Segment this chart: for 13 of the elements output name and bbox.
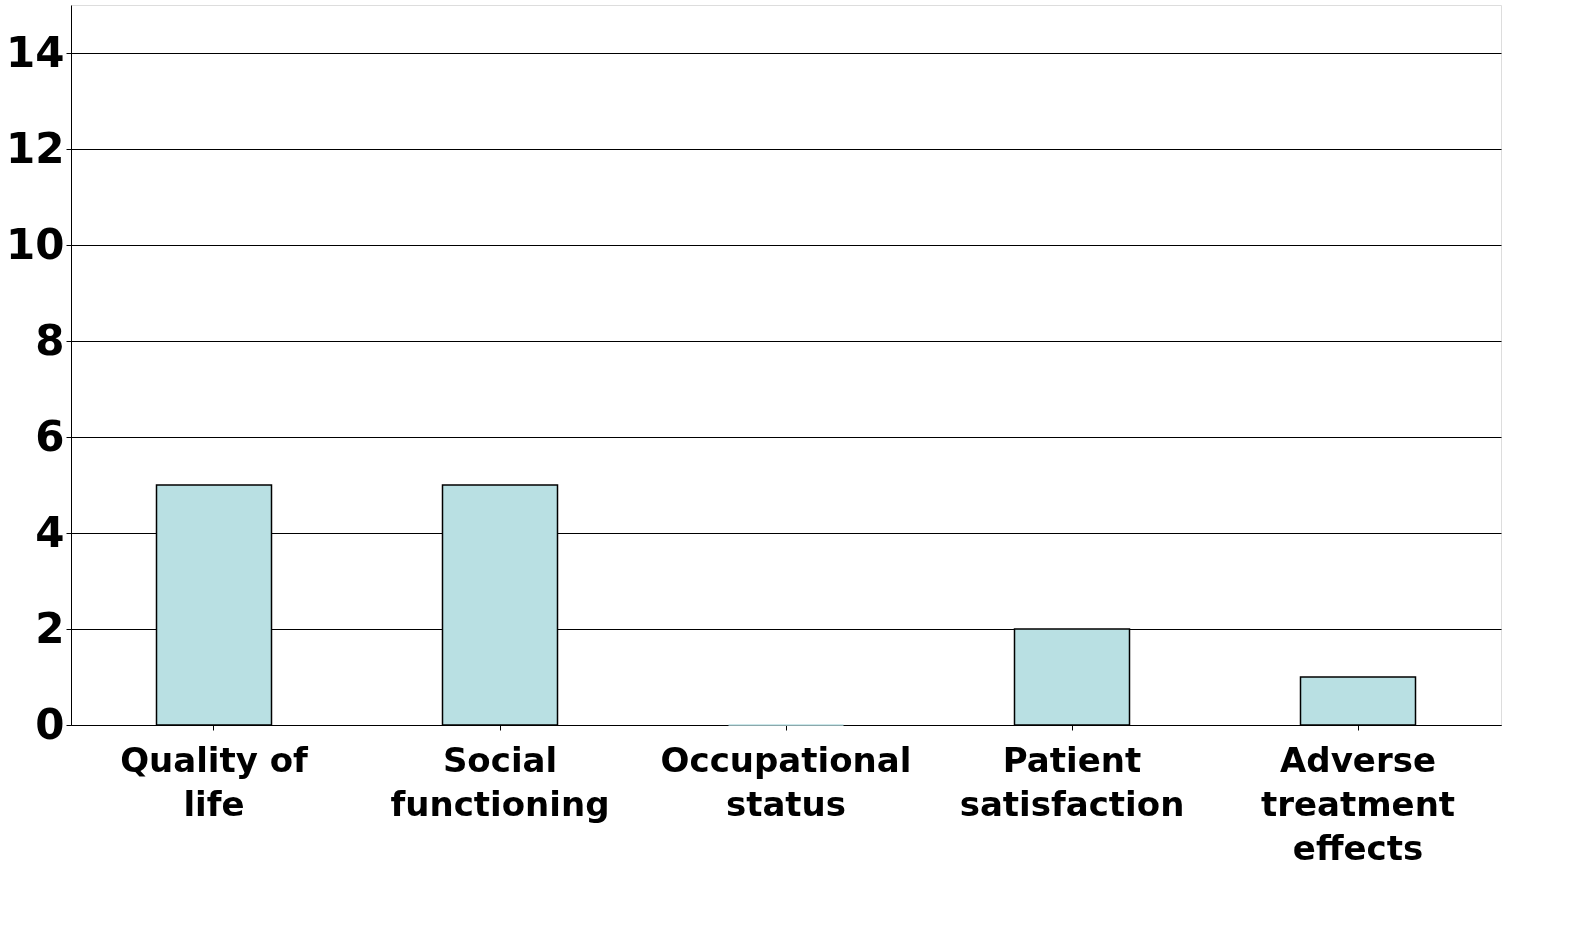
y-tick-label: 0 bbox=[35, 699, 65, 749]
x-tick-label: Patient satisfaction bbox=[959, 739, 1185, 824]
y-tick-label: 4 bbox=[35, 507, 65, 557]
y-tick-label: 14 bbox=[6, 27, 65, 77]
y-tick-label: 12 bbox=[6, 123, 65, 173]
x-tick-label: Occupational status bbox=[660, 739, 912, 824]
y-tick-label: 10 bbox=[6, 219, 65, 269]
y-tick-label: 6 bbox=[35, 411, 65, 461]
x-tick-label: Social functioning bbox=[390, 739, 610, 824]
y-tick-label: 8 bbox=[35, 315, 65, 365]
x-tick-label: Adverse treatment effects bbox=[1260, 739, 1456, 868]
x-tick-label: Quality of life bbox=[120, 739, 310, 824]
y-tick-label: 2 bbox=[35, 603, 65, 653]
